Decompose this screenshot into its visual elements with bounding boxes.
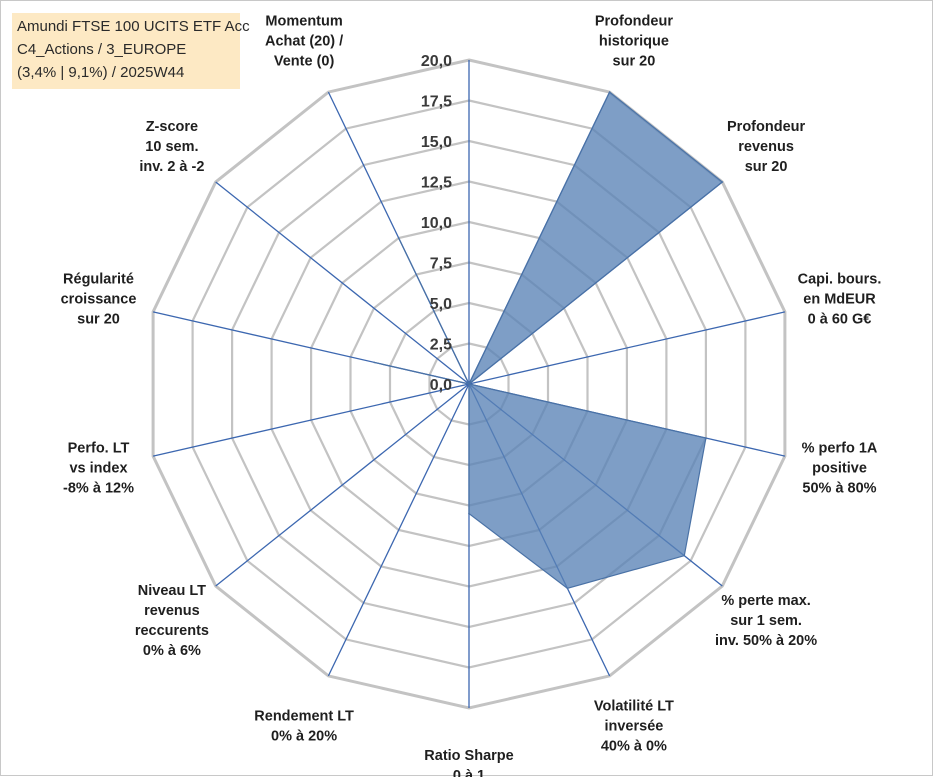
series-point (373, 361, 376, 364)
axis-spoke (468, 311, 786, 385)
tick-layer: 0,0 2,5 5,0 7,5 10,0 12,5 15,0 17,5 20,0 (421, 53, 452, 394)
tick-label: 15,0 (421, 134, 452, 151)
series-point (705, 437, 707, 439)
series-layer (373, 91, 724, 590)
axis-label: Momentum Achat (20) / Vente (0) (265, 14, 343, 70)
chart-title-line-3: (3,4% | 9,1%) / 2025W44 (17, 64, 185, 81)
axis-spoke (215, 383, 470, 587)
axis-label: NoteESG sur 20 (430, 1, 507, 2)
tick-label: 10,0 (421, 215, 452, 232)
axis-label: Rendement LT 0% à 20% (254, 708, 354, 744)
series-point (721, 181, 724, 183)
axis-label: Profondeur historique sur 20 (595, 14, 673, 70)
series-point (468, 383, 470, 385)
axis-spoke (215, 181, 470, 385)
series-point (608, 91, 611, 93)
chart-title-box: Amundi FTSE 100 UCITS ETF Acc C4_Actions… (12, 13, 250, 89)
tick-label: 7,5 (430, 256, 452, 273)
series-point (468, 512, 470, 515)
axis-label: Volatilité LT inversée 40% à 0% (594, 698, 674, 754)
tick-label: 0,0 (430, 377, 452, 394)
axis-label: Régularité croissance sur 20 (61, 271, 137, 327)
series-area (374, 91, 724, 589)
series-point (566, 587, 569, 590)
tick-label: 12,5 (421, 175, 452, 192)
axis-label: Profondeur revenus sur 20 (727, 119, 805, 175)
axis-label: Niveau LT revenus reccurents 0% à 6% (135, 583, 209, 659)
axis-spoke (327, 383, 470, 677)
axis-label: % perfo 1A positive 50% à 80% (802, 441, 878, 497)
axis-spoke (152, 383, 470, 457)
axis-label: Perfo. LT vs index -8% à 12% (63, 441, 134, 497)
tick-label: 5,0 (430, 296, 452, 313)
chart-title-line-1: Amundi FTSE 100 UCITS ETF Acc (17, 18, 250, 35)
tick-label: 2,5 (430, 337, 452, 354)
tick-label: 20,0 (421, 53, 452, 70)
tick-label: 17,5 (421, 94, 452, 111)
axis-label: Capi. bours. en MdEUR 0 à 60 G€ (798, 271, 882, 327)
axis-label: % perte max. sur 1 sem. inv. 50% à 20% (715, 593, 817, 649)
chart-title-line-2: C4_Actions / 3_EUROPE (17, 41, 187, 58)
series-point (683, 554, 686, 557)
axis-label: Ratio Sharpe 0 à 1 (424, 748, 513, 777)
axis-label: Z-score 10 sem. inv. 2 à -2 (139, 119, 204, 175)
series-point (397, 237, 400, 239)
